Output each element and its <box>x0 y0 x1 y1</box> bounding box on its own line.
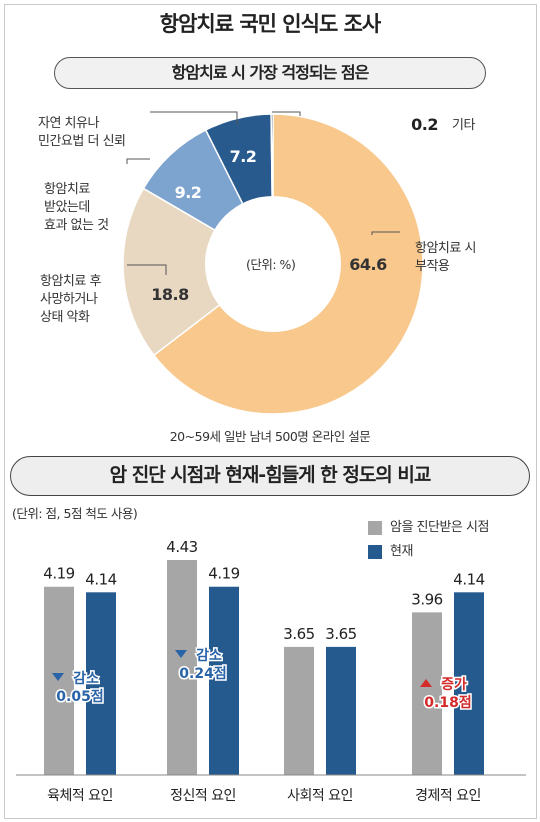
label-no-effect: 항암치료 받았는데 효과 없는 것 <box>44 181 109 235</box>
bar-value-label: 4.14 <box>85 570 116 588</box>
leader-line-worse <box>127 264 167 275</box>
change-word: 감소 <box>73 670 99 687</box>
label-natural: 자연 치유나 민간요법 더 신뢰 <box>38 115 126 151</box>
label-line: 사망하거나 <box>40 292 98 307</box>
pie-subtitle: 항암치료 시 가장 걱정되는 점은 <box>54 57 486 89</box>
category-label: 육체적 요인 <box>47 788 113 804</box>
survey-note: 20~59세 일반 남녀 500명 온라인 설문 <box>169 429 371 444</box>
change-note: 증가0.18점 <box>420 676 473 713</box>
bar-now <box>86 592 116 775</box>
change-note: 감소0.05점 <box>52 669 105 707</box>
category-label: 정신적 요인 <box>170 788 236 804</box>
bar-before <box>284 646 314 775</box>
legend-item-before: 암을 진단받은 시점 <box>368 518 489 538</box>
change-note: 감소0.24점 <box>175 646 228 684</box>
leader-line-side-effect <box>371 231 400 235</box>
change-word: 증가 <box>441 677 467 693</box>
label-line: 민간요법 더 신뢰 <box>38 134 126 149</box>
change-amount: 0.05점 <box>56 688 103 705</box>
change-word: 감소 <box>196 647 222 664</box>
bar-now <box>454 592 484 775</box>
bar-value-label: 3.65 <box>325 625 356 643</box>
bar-value-label: 3.96 <box>411 590 442 608</box>
leader-line-natural-2 <box>150 111 238 125</box>
bar-now <box>326 646 356 775</box>
pie-center-hole <box>205 196 341 332</box>
label-line: 항암치료 후 <box>40 274 101 289</box>
legend-label-now: 현재 <box>390 544 413 559</box>
bar-value-label: 3.65 <box>283 625 314 643</box>
bar-before <box>167 560 197 775</box>
label-etc: 기타 <box>452 118 475 133</box>
bar-chart-title: 암 진단 시점과 현재-힘들게 한 정도의 비교 <box>10 456 530 496</box>
change-amount: 0.24점 <box>179 665 226 682</box>
change-amount: 0.18점 <box>424 694 471 711</box>
bar-now <box>209 586 239 775</box>
decrease-arrow-icon <box>175 650 187 658</box>
label-line: 자연 치유나 <box>38 116 99 131</box>
label-line: 부작용 <box>415 259 450 274</box>
chart-frame <box>4 4 537 819</box>
legend-swatch-now <box>368 545 382 559</box>
label-line: 상태 악화 <box>40 310 90 325</box>
increase-arrow-icon <box>420 679 432 687</box>
category-label: 사회적 요인 <box>287 788 353 804</box>
bar-value-label: 4.19 <box>208 565 239 583</box>
bar-unit: (단위: 점, 5점 척도 사용) <box>12 506 138 521</box>
label-line: 항암치료 시 <box>415 241 476 256</box>
category-label: 경제적 요인 <box>415 788 481 804</box>
pie-value-label: 9.2 <box>175 183 202 202</box>
bar-value-label: 4.19 <box>43 565 74 583</box>
pie-value-label: 64.6 <box>349 255 387 274</box>
pie-unit: (단위: %) <box>246 257 296 272</box>
label-line: 받았는데 <box>44 200 90 215</box>
bar-value-label: 4.14 <box>453 570 484 588</box>
pie-slice-worse <box>122 187 275 357</box>
legend-label-before: 암을 진단받은 시점 <box>390 520 489 535</box>
label-line: 효과 없는 것 <box>44 218 109 233</box>
label-worse: 항암치료 후 사망하거나 상태 악화 <box>40 273 101 327</box>
legend: 암을 진단받은 시점 현재 <box>368 518 489 562</box>
bar-value-label: 4.43 <box>166 538 197 556</box>
pie-chart: 64.6 18.8 9.2 7.2 0.2 <box>122 111 439 415</box>
label-line: 항암치료 <box>44 182 90 197</box>
bar-before <box>412 612 442 775</box>
pie-value-label: 7.2 <box>230 147 257 166</box>
legend-item-now: 현재 <box>368 542 489 562</box>
bar-before <box>44 586 74 775</box>
pie-value-label: 18.8 <box>151 285 189 304</box>
leader-line-etc <box>272 111 301 116</box>
leader-line-natural <box>126 158 150 164</box>
decrease-arrow-icon <box>52 673 64 681</box>
label-side-effect: 항암치료 시 부작용 <box>415 240 476 276</box>
pie-value-label: 0.2 <box>411 115 438 134</box>
legend-swatch-before <box>368 521 382 535</box>
page-title: 항암치료 국민 인식도 조사 <box>159 12 381 36</box>
